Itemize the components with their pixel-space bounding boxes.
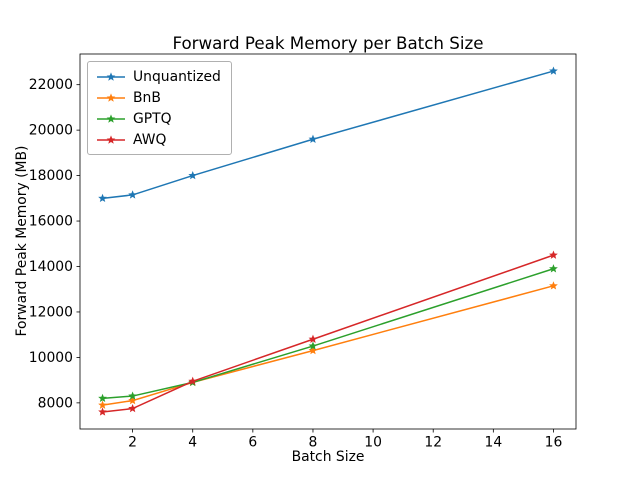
x-tick-label: 8: [309, 435, 318, 451]
star-marker-icon: [128, 391, 137, 400]
legend-label: GPTQ: [133, 110, 172, 127]
y-tick-label: 20000: [29, 123, 73, 139]
star-marker-icon: [308, 341, 318, 350]
star-marker-icon: [308, 345, 318, 355]
star-marker-icon: [128, 395, 137, 405]
star-marker-icon: [106, 92, 116, 102]
x-tick-label: 2: [128, 435, 137, 451]
star-marker-icon: [98, 193, 107, 203]
chart-title: Forward Peak Memory per Batch Size: [172, 33, 484, 53]
legend-swatch-icon: [97, 113, 125, 123]
x-axis-ticks: 2 4 6 8 10 12 14 16: [128, 429, 562, 451]
legend-item-bnb: BnB: [96, 89, 221, 106]
star-marker-icon: [106, 134, 116, 144]
series-awq: [98, 250, 558, 416]
x-tick-label: 12: [424, 435, 442, 451]
y-axis-ticks: 8000 10000 12000 14000 16000 18000 20000 22000: [29, 77, 80, 411]
star-marker-icon: [106, 113, 116, 123]
star-marker-icon: [128, 403, 137, 413]
star-marker-icon: [549, 66, 558, 75]
star-marker-icon: [106, 71, 116, 81]
legend-swatch-icon: [97, 71, 125, 81]
legend-label: BnB: [133, 89, 161, 106]
star-marker-icon: [549, 281, 558, 290]
star-marker-icon: [308, 334, 318, 343]
x-tick-label: 6: [248, 435, 257, 451]
y-axis-label: Forward Peak Memory (MB): [14, 145, 30, 337]
y-tick-label: 12000: [29, 304, 73, 320]
x-axis-label: Batch Size: [291, 449, 365, 465]
legend-label: AWQ: [133, 131, 167, 148]
y-tick-label: 18000: [29, 168, 73, 184]
star-marker-icon: [549, 250, 558, 259]
x-tick-label: 4: [188, 435, 197, 451]
x-tick-label: 16: [545, 435, 563, 451]
y-tick-label: 22000: [29, 77, 73, 93]
x-tick-label: 10: [364, 435, 382, 451]
star-marker-icon: [188, 170, 198, 180]
y-tick-label: 10000: [29, 350, 73, 366]
star-marker-icon: [98, 407, 107, 416]
legend-swatch-icon: [97, 134, 125, 144]
y-tick-label: 8000: [38, 395, 73, 411]
legend-item-gptq: GPTQ: [96, 110, 221, 127]
legend-label: Unquantized: [133, 68, 221, 85]
legend-swatch-icon: [97, 92, 125, 102]
legend-item-awq: AWQ: [96, 131, 221, 148]
x-tick-label: 14: [484, 435, 502, 451]
star-marker-icon: [308, 134, 318, 143]
star-marker-icon: [98, 393, 107, 403]
legend-item-unquantized: Unquantized: [96, 68, 221, 85]
star-marker-icon: [128, 190, 137, 199]
y-tick-label: 16000: [29, 214, 73, 230]
y-tick-label: 14000: [29, 259, 73, 275]
series-unquantized: [98, 66, 558, 203]
legend: Unquantized BnB GPTQ AWQ: [87, 61, 232, 155]
star-marker-icon: [188, 376, 198, 385]
star-marker-icon: [549, 264, 558, 273]
star-marker-icon: [98, 400, 107, 409]
